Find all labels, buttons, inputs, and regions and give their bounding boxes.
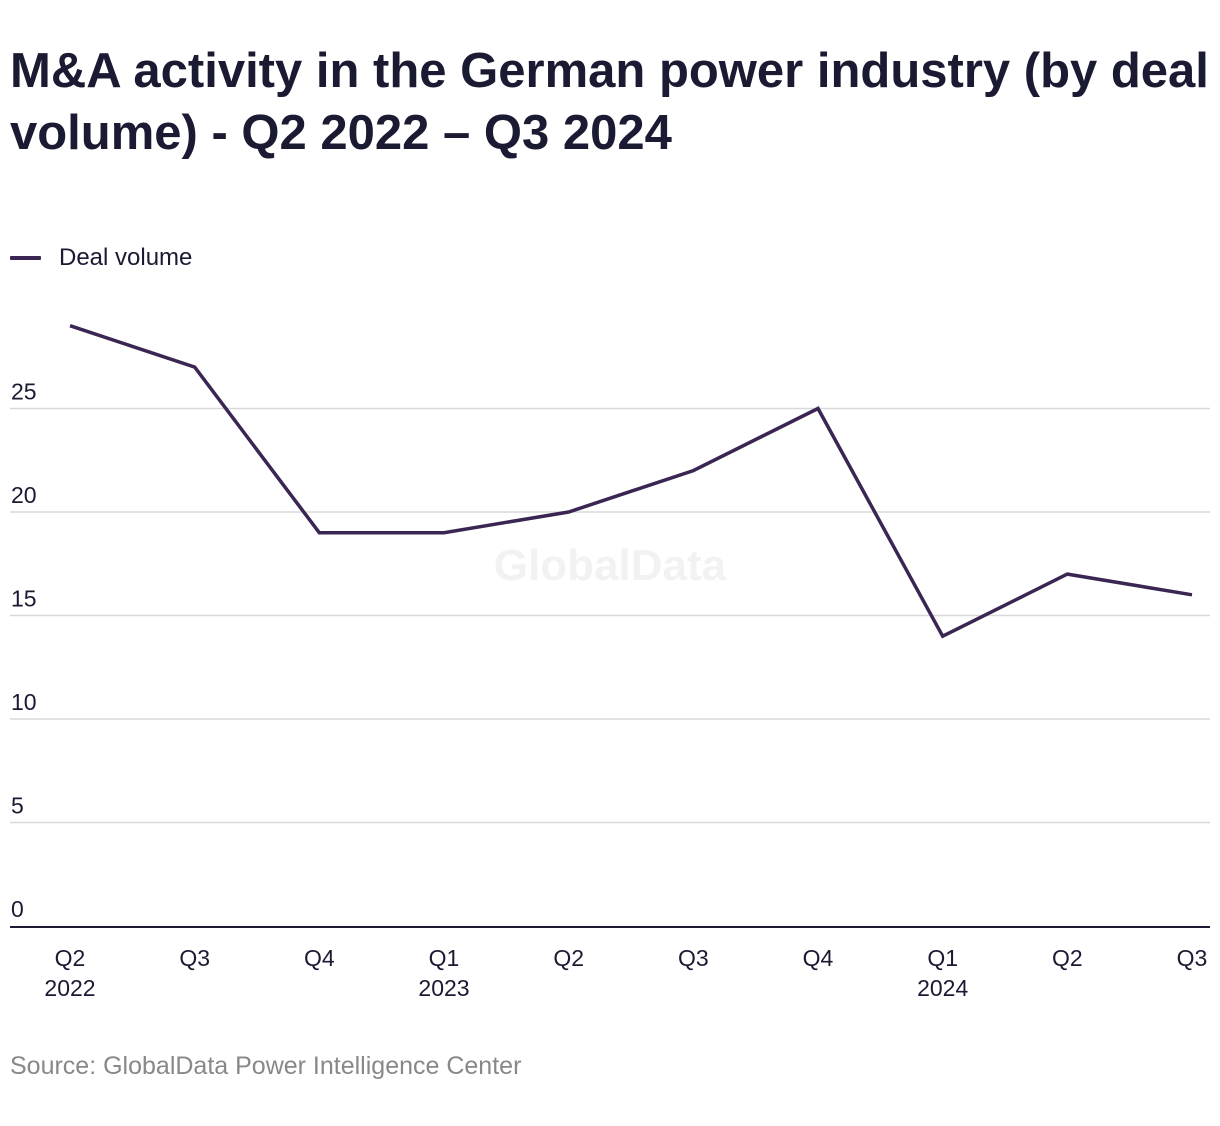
x-tick-label: Q4 [803, 945, 834, 971]
series-layer [69, 324, 1193, 639]
x-tick-label: Q3 [179, 945, 210, 971]
legend-swatch [10, 256, 41, 260]
legend: Deal volume [10, 240, 192, 276]
y-tick-label: 20 [11, 482, 37, 508]
y-tick-label: 10 [11, 689, 37, 715]
x-tick-label: 2023 [418, 975, 469, 1001]
x-tick-label: Q3 [678, 945, 709, 971]
x-tick-label: Q2 [553, 945, 584, 971]
source-note: Source: GlobalData Power Intelligence Ce… [10, 1052, 522, 1080]
x-tick-label: Q2 [1052, 945, 1083, 971]
y-tick-label: 25 [11, 379, 37, 405]
y-tick-label: 0 [11, 896, 24, 922]
y-tick-label: 15 [11, 586, 37, 612]
chart-title: M&A activity in the German power industr… [10, 44, 1209, 160]
series-line [69, 324, 1193, 639]
grid-layer: 0 5 10 15 20 25 [10, 379, 1210, 922]
y-tick-label: 5 [11, 793, 24, 819]
x-axis: Q2 2022 Q3 Q4 Q1 2023 Q2 Q3 Q4 Q1 2024 Q2 Q3 [10, 926, 1210, 1001]
x-tick-label: 2022 [44, 975, 95, 1001]
legend-label: Deal volume [59, 244, 193, 271]
x-tick-label: Q1 [429, 945, 460, 971]
x-tick-label: Q4 [304, 945, 335, 971]
x-tick-label: Q3 [1177, 945, 1208, 971]
x-tick-label: Q1 [927, 945, 958, 971]
x-tick-label: Q2 [55, 945, 86, 971]
x-tick-label: 2024 [917, 975, 968, 1001]
watermark: GlobalData [494, 541, 727, 590]
